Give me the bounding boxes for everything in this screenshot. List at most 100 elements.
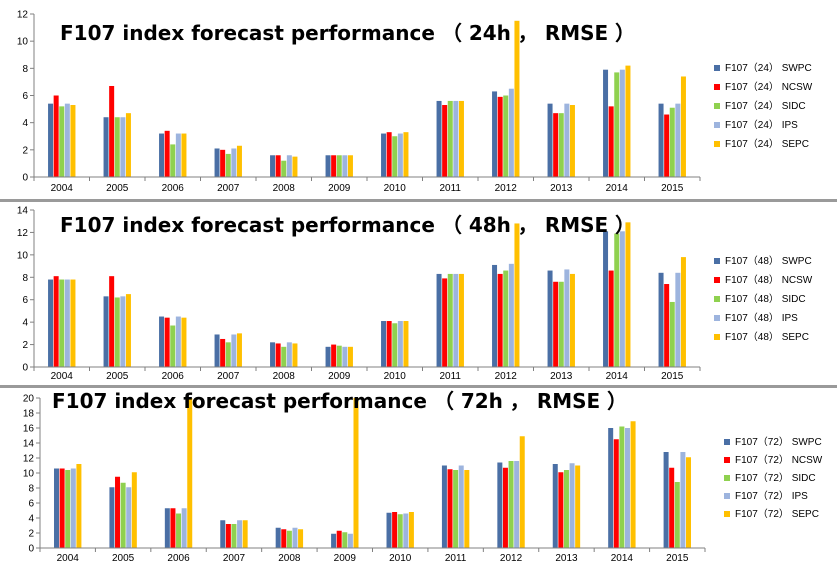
bar [680,257,686,367]
y-tick-label: 10 [17,250,29,261]
bar [220,338,226,367]
x-tick-label: 2009 [334,553,357,564]
legend-label: F107（24） SIDC [725,100,806,112]
bar [242,520,248,548]
y-tick-label: 2 [22,145,28,156]
bar [625,65,631,177]
bar [292,343,298,367]
bar [342,346,348,367]
bar [675,272,681,367]
y-tick-label: 6 [22,91,28,102]
bar [630,421,636,548]
y-tick-label: 6 [28,499,34,510]
bar [403,513,409,548]
bar [674,482,680,548]
bar [225,342,231,367]
x-tick-label: 2007 [217,183,240,194]
bar [109,487,115,548]
bar [347,155,353,177]
legend-label: F107（48） SWPC [725,255,812,267]
bar [170,144,176,177]
y-tick-label: 2 [28,529,34,540]
chart-title: F107 index forecast performance （ 24h ， … [60,21,635,45]
legend-label: F107（48） SEPC [725,331,809,343]
legend-swatch [714,141,720,147]
bar [392,323,398,367]
bar [658,103,664,177]
x-tick-label: 2005 [106,183,129,194]
chart-title: F107 index forecast performance （ 72h ， … [52,389,627,413]
bar [685,457,691,548]
x-tick-label: 2005 [112,553,135,564]
bar [564,269,570,367]
y-tick-label: 4 [22,118,28,129]
bar [397,321,403,367]
bar [220,520,226,548]
bar [669,301,675,367]
chart-48h: 0 2 4 6 8 10 12 14 2004 2005 2006 2007 2008 2009 2010 2… [17,206,813,383]
bar [575,465,581,548]
x-tick-label: 2015 [666,553,689,564]
bar [603,69,609,177]
bar [514,20,520,177]
chart-title: F107 index forecast performance （ 48h ， … [60,213,635,237]
bar [569,105,575,177]
bar [519,436,525,548]
y-tick-label: 10 [17,37,29,48]
bar [663,452,669,548]
bar [286,530,292,548]
x-tick-label: 2007 [223,553,246,564]
bar [408,512,414,548]
bar [392,512,398,548]
y-tick-label: 8 [22,273,28,284]
bar [497,96,503,177]
bar [464,470,470,548]
bar [131,472,137,548]
x-tick-label: 2007 [217,371,240,382]
bar [53,276,59,367]
bar [514,461,520,548]
bar [503,95,509,177]
x-tick-label: 2006 [162,371,185,382]
bar [669,467,675,548]
legend-label: F107（24） SEPC [725,138,809,150]
x-tick-label: 2004 [57,553,80,564]
bar [441,465,447,548]
legend-swatch [724,511,730,517]
bar [70,105,76,177]
bar [508,461,514,548]
legend-swatch [724,457,730,463]
bar [613,439,619,548]
legend-swatch [714,65,720,71]
bar [164,317,170,367]
y-tick-label: 8 [22,64,28,75]
bar [497,462,503,548]
x-tick-label: 2014 [611,553,634,564]
bar [64,279,70,367]
bar [603,231,609,367]
y-tick-label: 20 [23,394,35,405]
bar [614,72,620,177]
bar [176,513,182,548]
x-tick-label: 2008 [273,183,296,194]
bar [458,465,464,548]
bar [109,85,115,177]
x-tick-label: 2014 [606,371,629,382]
bar [275,343,281,367]
bar [120,296,126,367]
bar [109,276,115,367]
x-tick-label: 2010 [384,183,407,194]
bar [503,270,509,367]
y-tick-label: 4 [28,514,34,525]
bar [624,428,630,548]
bar [619,426,625,548]
bar [65,470,71,548]
bar [175,133,181,177]
bar [292,156,298,177]
chart-24h: 0 2 4 6 8 10 12 2004 2005 2006 2007 2008 2009 2010 201… [17,10,813,195]
bar [281,529,287,548]
bar [225,153,231,177]
legend-swatch [724,475,730,481]
bar [164,508,170,548]
bar [236,333,242,367]
